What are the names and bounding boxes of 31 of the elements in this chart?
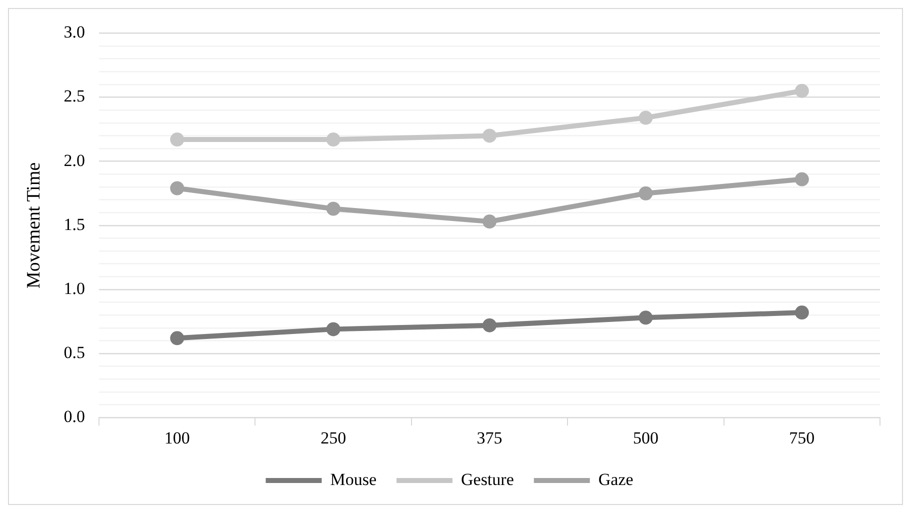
y-tick-label: 2.0 (64, 150, 86, 170)
x-tick-label: 250 (320, 428, 346, 448)
y-tick-label: 1.5 (64, 214, 86, 234)
point (638, 310, 653, 325)
x-tick-label: 100 (164, 428, 190, 448)
point (794, 306, 809, 320)
point (326, 132, 340, 147)
point (638, 186, 653, 200)
x-tick-label: 750 (789, 428, 815, 448)
point (794, 84, 809, 98)
y-axis-title: Movement Time (23, 162, 44, 288)
point (326, 322, 340, 336)
point (326, 202, 340, 216)
point (638, 110, 653, 125)
y-tick-label: 0.5 (64, 343, 86, 362)
point (170, 181, 184, 196)
point (794, 172, 809, 186)
legend-label: Mouse (330, 470, 376, 489)
y-tick-label: 3.0 (64, 22, 86, 42)
legend-label: Gaze (598, 470, 634, 489)
x-tick-label: 500 (632, 428, 658, 448)
point (170, 132, 184, 147)
point (482, 128, 497, 143)
point (482, 318, 497, 332)
y-tick-label: 2.5 (64, 86, 86, 106)
point (482, 214, 497, 229)
y-tick-label: 0.0 (64, 407, 86, 426)
point (170, 331, 184, 346)
legend-label: Gesture (461, 470, 514, 489)
y-tick-label: 1.0 (64, 278, 86, 298)
x-tick-label: 375 (476, 428, 502, 448)
